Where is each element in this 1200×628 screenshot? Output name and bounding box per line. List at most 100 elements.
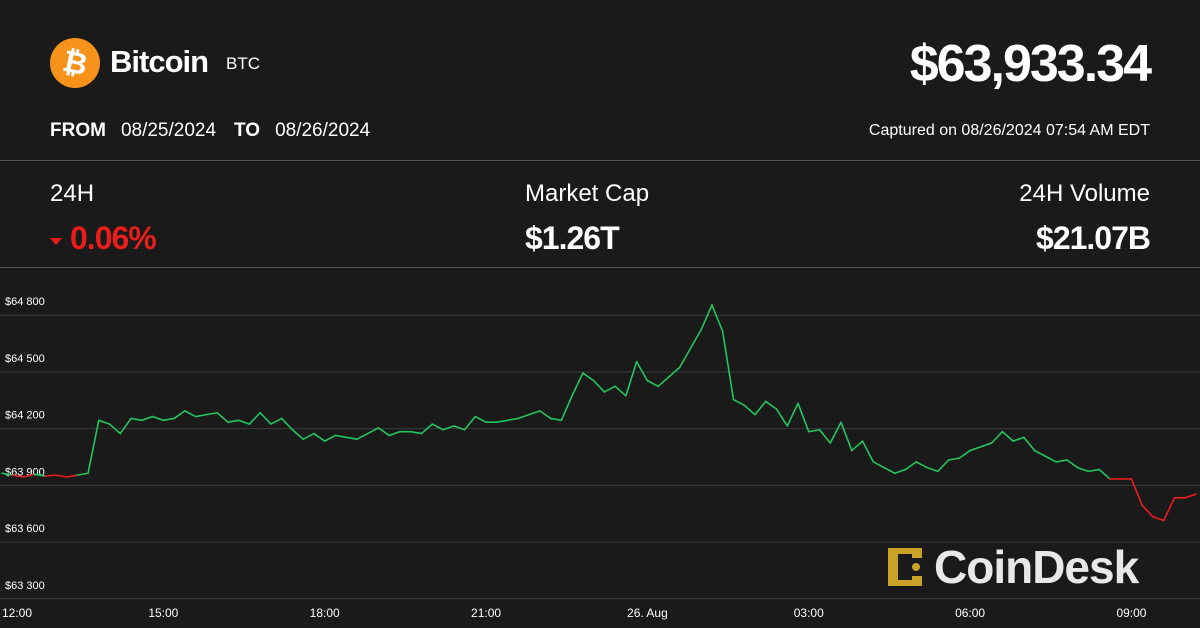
price-line-segment bbox=[141, 415, 154, 422]
price-line-segment bbox=[76, 472, 89, 476]
price-line-segment bbox=[280, 417, 294, 431]
price-line-segment bbox=[818, 428, 832, 444]
price-line-segment bbox=[216, 411, 229, 424]
price-line-segment bbox=[657, 376, 670, 388]
price-line-segment bbox=[539, 410, 552, 420]
price-line-segment bbox=[1162, 497, 1176, 522]
price-line-segment bbox=[227, 419, 240, 424]
price-line-segment bbox=[861, 440, 875, 463]
to-date: 08/26/2024 bbox=[275, 120, 371, 141]
price-line-segment bbox=[1184, 493, 1197, 499]
price-line-segment bbox=[463, 415, 477, 431]
price-line-segment bbox=[1076, 466, 1090, 473]
header-divider bbox=[0, 160, 1200, 161]
price-line-segment bbox=[162, 417, 175, 422]
x-tick-label: 18:00 bbox=[310, 606, 340, 620]
price-line-segment bbox=[743, 404, 756, 416]
x-tick-label: 12:00 bbox=[2, 606, 32, 620]
current-price: $63,933.34 bbox=[909, 35, 1152, 93]
price-line-segment bbox=[1023, 436, 1036, 452]
price-line-segment bbox=[926, 466, 939, 473]
date-range: FROM 08/25/2024 TO 08/26/2024 bbox=[50, 120, 370, 142]
price-line-segment bbox=[1044, 455, 1057, 463]
price-line-segment bbox=[560, 394, 573, 422]
x-tick-label: 26. Aug bbox=[627, 606, 668, 620]
price-line-segment bbox=[1012, 436, 1025, 442]
price-line-segment bbox=[732, 398, 746, 406]
price-line-segment bbox=[1055, 459, 1068, 463]
coin-ticker: BTC bbox=[226, 54, 260, 73]
price-line-segment bbox=[452, 425, 466, 431]
price-line-segment bbox=[582, 372, 595, 382]
price-line-segment bbox=[334, 434, 348, 439]
price-line-segment bbox=[894, 468, 907, 475]
price-line-segment bbox=[313, 432, 326, 442]
price-line-segment bbox=[1098, 468, 1111, 480]
header: ₿ Bitcoin BTC $63,933.34 FROM 08/25/2024… bbox=[0, 0, 1200, 160]
price-line-segment bbox=[194, 413, 208, 418]
y-tick-label: $63 600 bbox=[5, 523, 45, 535]
price-line-segment bbox=[721, 330, 735, 401]
from-label: FROM bbox=[50, 120, 106, 141]
price-line-segment bbox=[700, 304, 713, 331]
price-line-segment bbox=[388, 430, 401, 437]
x-tick-label: 09:00 bbox=[1116, 606, 1146, 620]
x-tick-label: 06:00 bbox=[955, 606, 985, 620]
from-date: 08/25/2024 bbox=[120, 120, 217, 141]
y-tick-label: $64 800 bbox=[5, 296, 45, 308]
price-line-segment bbox=[409, 430, 423, 435]
down-arrow-icon bbox=[50, 238, 62, 245]
price-line-segment bbox=[937, 459, 950, 473]
price-line-segment bbox=[872, 461, 885, 469]
price-line-segment bbox=[764, 400, 778, 410]
coin-name: Bitcoin bbox=[110, 44, 209, 79]
price-line-segment bbox=[270, 417, 283, 425]
price-line-segment bbox=[506, 417, 520, 422]
price-line-segment bbox=[442, 425, 455, 431]
price-line-segment bbox=[474, 415, 487, 424]
change-value: 0.06% bbox=[50, 220, 157, 257]
price-line-segment bbox=[130, 417, 143, 422]
price-line-segment bbox=[496, 419, 509, 424]
price-line-segment bbox=[356, 432, 369, 441]
price-line-segment bbox=[625, 360, 638, 397]
price-line-segment bbox=[345, 436, 358, 441]
price-line-segment bbox=[797, 402, 810, 433]
price-line-segment bbox=[431, 423, 444, 431]
price-line-segment bbox=[1033, 449, 1047, 458]
price-line-segment bbox=[366, 427, 380, 435]
watermark-text: CoinDesk bbox=[934, 541, 1139, 593]
price-line-segment bbox=[377, 427, 391, 437]
price-line-segment bbox=[883, 466, 896, 475]
volume-value: $21.07B bbox=[1036, 220, 1151, 256]
price-line-segment bbox=[65, 474, 79, 478]
price-line-segment bbox=[205, 411, 218, 416]
coindesk-watermark: CoinDesk bbox=[882, 540, 1139, 594]
price-line-segment bbox=[420, 423, 434, 435]
price-line-segment bbox=[711, 304, 724, 333]
price-line-segment bbox=[108, 423, 122, 435]
price-line-segment bbox=[323, 434, 337, 442]
coindesk-logo-icon bbox=[888, 548, 922, 586]
price-line-segment bbox=[1141, 504, 1154, 518]
price-series bbox=[1, 304, 1197, 522]
change-label: 24H bbox=[50, 180, 95, 207]
price-line-segment bbox=[151, 415, 165, 422]
price-line-segment bbox=[829, 421, 842, 444]
price-line-segment bbox=[517, 413, 530, 420]
price-line-segment bbox=[915, 461, 928, 469]
bitcoin-logo-icon: ₿ bbox=[50, 38, 100, 88]
change-percent: 0.06% bbox=[70, 220, 157, 256]
price-line-segment bbox=[87, 419, 100, 475]
y-tick-label: $64 200 bbox=[5, 410, 45, 422]
price-line-segment bbox=[947, 457, 961, 461]
market-cap-value: $1.26T bbox=[525, 220, 620, 256]
y-tick-label: $63 300 bbox=[5, 580, 45, 592]
captured-timestamp: Captured on 08/26/2024 07:54 AM EDT bbox=[868, 122, 1150, 139]
price-line-segment bbox=[635, 360, 649, 382]
market-cap-label: Market Cap bbox=[525, 180, 650, 207]
price-line-segment bbox=[980, 442, 993, 448]
price-line-segment bbox=[173, 410, 186, 420]
price-line-segment bbox=[958, 449, 971, 459]
x-axis-ticks: 12:00 15:00 18:00 21:00 26. Aug 03:00 06:00 09:… bbox=[2, 606, 1147, 620]
